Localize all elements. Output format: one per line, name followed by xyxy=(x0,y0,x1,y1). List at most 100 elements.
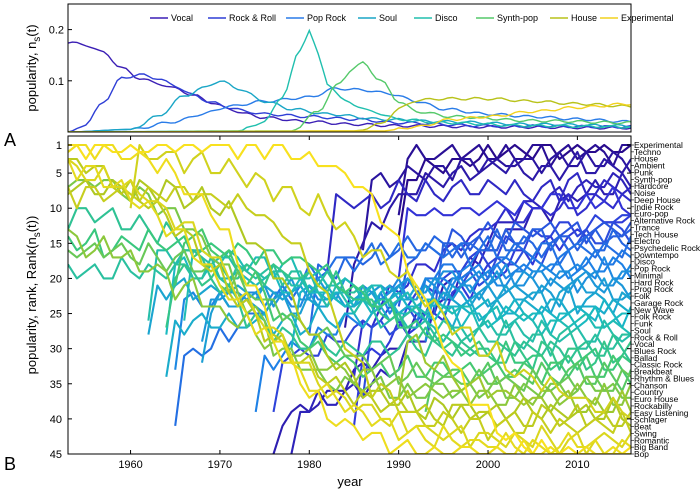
genre-label: Garage Rock xyxy=(634,298,684,308)
genre-label: Trance xyxy=(634,222,660,232)
legend-entry: Rock & Roll xyxy=(229,13,276,23)
genre-label: Minimal xyxy=(634,270,663,280)
genre-label: Downtempo xyxy=(634,250,679,260)
rank-line-31 xyxy=(68,228,631,371)
rank-line-30 xyxy=(165,263,631,371)
rank-line-0 xyxy=(397,143,631,237)
panel-b-xtick-label: 1980 xyxy=(297,459,321,471)
panel-b-label: B xyxy=(4,454,16,474)
genre-label: Schlager xyxy=(634,415,667,425)
panel-b-xtick-label: 1990 xyxy=(386,459,410,471)
panel-a-yticks: 0.1 0.2 xyxy=(49,25,72,88)
panel-a-series xyxy=(68,28,631,132)
panel-a-label: A xyxy=(4,130,16,150)
legend-entry: Experimental xyxy=(621,13,674,23)
panel-b-xtick-label: 1970 xyxy=(208,459,232,471)
rank-line-2 xyxy=(361,150,631,251)
rank-line-26 xyxy=(183,249,631,336)
panel-b-rank-lines xyxy=(68,143,631,454)
series-line-5 xyxy=(68,60,631,132)
genre-label: Swing xyxy=(634,428,657,438)
panel-b-ytick-label: 5 xyxy=(56,168,62,180)
series-line-0 xyxy=(68,41,631,130)
panel-b-xtick-label: 1960 xyxy=(118,459,142,471)
rank-line-41 xyxy=(129,143,631,420)
panel-b-xtick-label: 2010 xyxy=(565,459,589,471)
genre-label: Punk xyxy=(634,167,654,177)
legend-entry: Vocal xyxy=(171,13,193,23)
panel-b-xticks: 1960 1970 1980 1990 2000 2010 xyxy=(118,136,590,471)
genre-label: Romantic xyxy=(634,435,669,445)
genre-label: Tech House xyxy=(634,229,679,239)
rank-line-42 xyxy=(68,158,631,454)
genre-label: Blues Rock xyxy=(634,346,677,356)
genre-label: Prog Rock xyxy=(634,284,674,294)
panel-a-ylabel: popularity, ns(t) xyxy=(24,24,43,111)
genre-label: Beat xyxy=(634,422,652,432)
rank-line-44 xyxy=(68,143,631,454)
genre-label: Rock & Roll xyxy=(634,332,678,342)
genre-label: Funk xyxy=(634,319,653,329)
panel-a: A popularity, ns(t) 0.1 0.2 Vocal Rock & R… xyxy=(4,3,674,150)
genre-label: Breakbeat xyxy=(634,367,673,377)
rank-line-3 xyxy=(343,150,631,328)
genre-label: Bop xyxy=(634,449,649,459)
panel-b-xlabel: year xyxy=(337,474,363,489)
genre-label: Disco xyxy=(634,257,655,267)
genre-label: Rockabilly xyxy=(634,401,673,411)
panel-b-frame xyxy=(67,135,632,455)
genre-label: Psychedelic Rock xyxy=(634,243,700,253)
genre-label: Ballad xyxy=(634,353,658,363)
legend: Vocal Rock & Roll Pop Rock Soul Disco Synth-p… xyxy=(150,13,674,23)
genre-label: Alternative Rock xyxy=(634,216,696,226)
genre-label: Chanson xyxy=(634,380,668,390)
panel-b-ytick-label: 40 xyxy=(50,414,62,426)
genre-label: Euro House xyxy=(634,394,679,404)
panel-b-ytick-label: 10 xyxy=(50,203,62,215)
panel-b-ytick-label: 35 xyxy=(50,379,62,391)
genre-label: Country xyxy=(634,387,664,397)
genre-label: Euro-pop xyxy=(634,209,669,219)
genre-label: House xyxy=(634,154,659,164)
panel-b-ytick-label: 20 xyxy=(50,273,62,285)
rank-line-7 xyxy=(352,193,631,377)
genre-label: Easy Listening xyxy=(634,408,689,418)
genre-label: Deep House xyxy=(634,195,681,205)
rank-line-19 xyxy=(424,263,631,342)
panel-b: B popularity, rank, Rank(ns(t)) 15101520… xyxy=(4,135,700,489)
rank-line-8 xyxy=(397,186,631,279)
panel-b-ytick-label: 15 xyxy=(50,238,62,250)
panel-a-frame xyxy=(67,3,632,133)
rank-line-45 xyxy=(68,143,631,454)
legend-entry: Soul xyxy=(379,13,397,23)
rank-line-28 xyxy=(68,256,631,357)
panel-b-ytick-label: 45 xyxy=(50,449,62,461)
panel-b-xtick-label: 2000 xyxy=(476,459,500,471)
genre-label: Ambient xyxy=(634,161,665,171)
legend-entry: Synth-pop xyxy=(497,13,538,23)
genre-label: Noise xyxy=(634,188,656,198)
panel-a-ytick-label: 0.2 xyxy=(49,25,64,37)
genre-label: Electro xyxy=(634,236,660,246)
rank-line-6 xyxy=(326,172,631,272)
genre-label: Folk Rock xyxy=(634,312,672,322)
genre-label: New Wave xyxy=(634,305,675,315)
legend-entry: Pop Rock xyxy=(307,13,347,23)
rank-line-34 xyxy=(68,242,631,392)
panel-b-ytick-label: 25 xyxy=(50,309,62,321)
series-line-2 xyxy=(68,87,631,132)
genre-label: Classic Rock xyxy=(634,360,683,370)
genre-label: Vocal xyxy=(634,339,655,349)
genre-label: Indie Rock xyxy=(634,202,674,212)
genre-label: Synth-pop xyxy=(634,174,673,184)
genre-label: Rhythm & Blues xyxy=(634,373,694,383)
panel-b-ytick-label: 1 xyxy=(56,140,62,152)
genre-label: Techno xyxy=(634,147,661,157)
genre-label: Pop Rock xyxy=(634,264,671,274)
rank-line-37 xyxy=(397,333,631,413)
rank-line-35 xyxy=(68,179,631,399)
panel-b-ytick-label: 30 xyxy=(50,344,62,356)
legend-entry: Disco xyxy=(435,13,458,23)
